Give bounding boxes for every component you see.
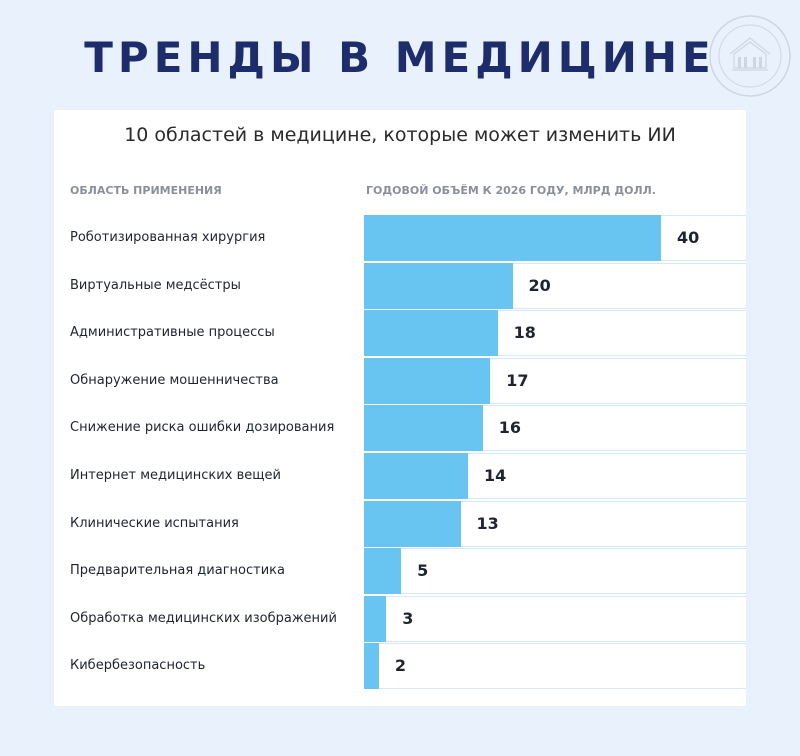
- category-column-header: ОБЛАСТЬ ПРИМЕНЕНИЯ: [70, 184, 222, 197]
- bar-row-track: [364, 643, 746, 690]
- bar: [364, 500, 461, 547]
- value-label: 18: [513, 323, 536, 343]
- bar: [364, 262, 513, 309]
- bar: [364, 643, 379, 690]
- value-label: 20: [528, 275, 551, 295]
- page-title: ТРЕНДЫ В МЕДИЦИНЕ: [84, 33, 716, 82]
- category-label: Клинические испытания: [70, 515, 239, 531]
- value-label: 17: [506, 370, 529, 390]
- university-seal-logo: [709, 15, 791, 97]
- value-label: 40: [677, 228, 700, 247]
- value-label: 2: [394, 656, 406, 676]
- value-column-header: ГОДОВОЙ ОБЪЁМ К 2026 ГОДУ, МЛРД ДОЛЛ.: [366, 184, 656, 197]
- value-label: 14: [483, 466, 507, 485]
- bar-row-track: [364, 595, 746, 642]
- category-label: Обработка медицинских изображений: [70, 610, 337, 626]
- category-label: Предварительная диагностика: [70, 563, 285, 579]
- category-label: Снижение риска ошибки дозирования: [70, 420, 335, 436]
- chart-title: 10 областей в медицине, которые может из…: [124, 124, 676, 146]
- value-label: 16: [498, 418, 522, 438]
- category-label: Кибербезопасность: [70, 658, 206, 674]
- bar: [364, 595, 387, 642]
- value-label: 3: [402, 608, 414, 628]
- bar: [364, 548, 402, 595]
- category-label: Административные процессы: [70, 325, 275, 341]
- chart-card: 10 областей в медицине, которые может из…: [54, 110, 746, 706]
- bar: [364, 357, 491, 404]
- bar: [364, 215, 661, 261]
- bar: [364, 453, 468, 499]
- value-label: 13: [476, 513, 499, 533]
- bar: [364, 310, 498, 357]
- category-label: Виртуальные медсёстры: [70, 277, 241, 293]
- category-label: Обнаружение мошенничества: [70, 372, 279, 388]
- bar: [364, 405, 483, 452]
- category-label: Интернет медицинских вещей: [70, 468, 281, 483]
- category-label: Роботизированная хирургия: [70, 230, 266, 245]
- value-label: 5: [417, 561, 429, 581]
